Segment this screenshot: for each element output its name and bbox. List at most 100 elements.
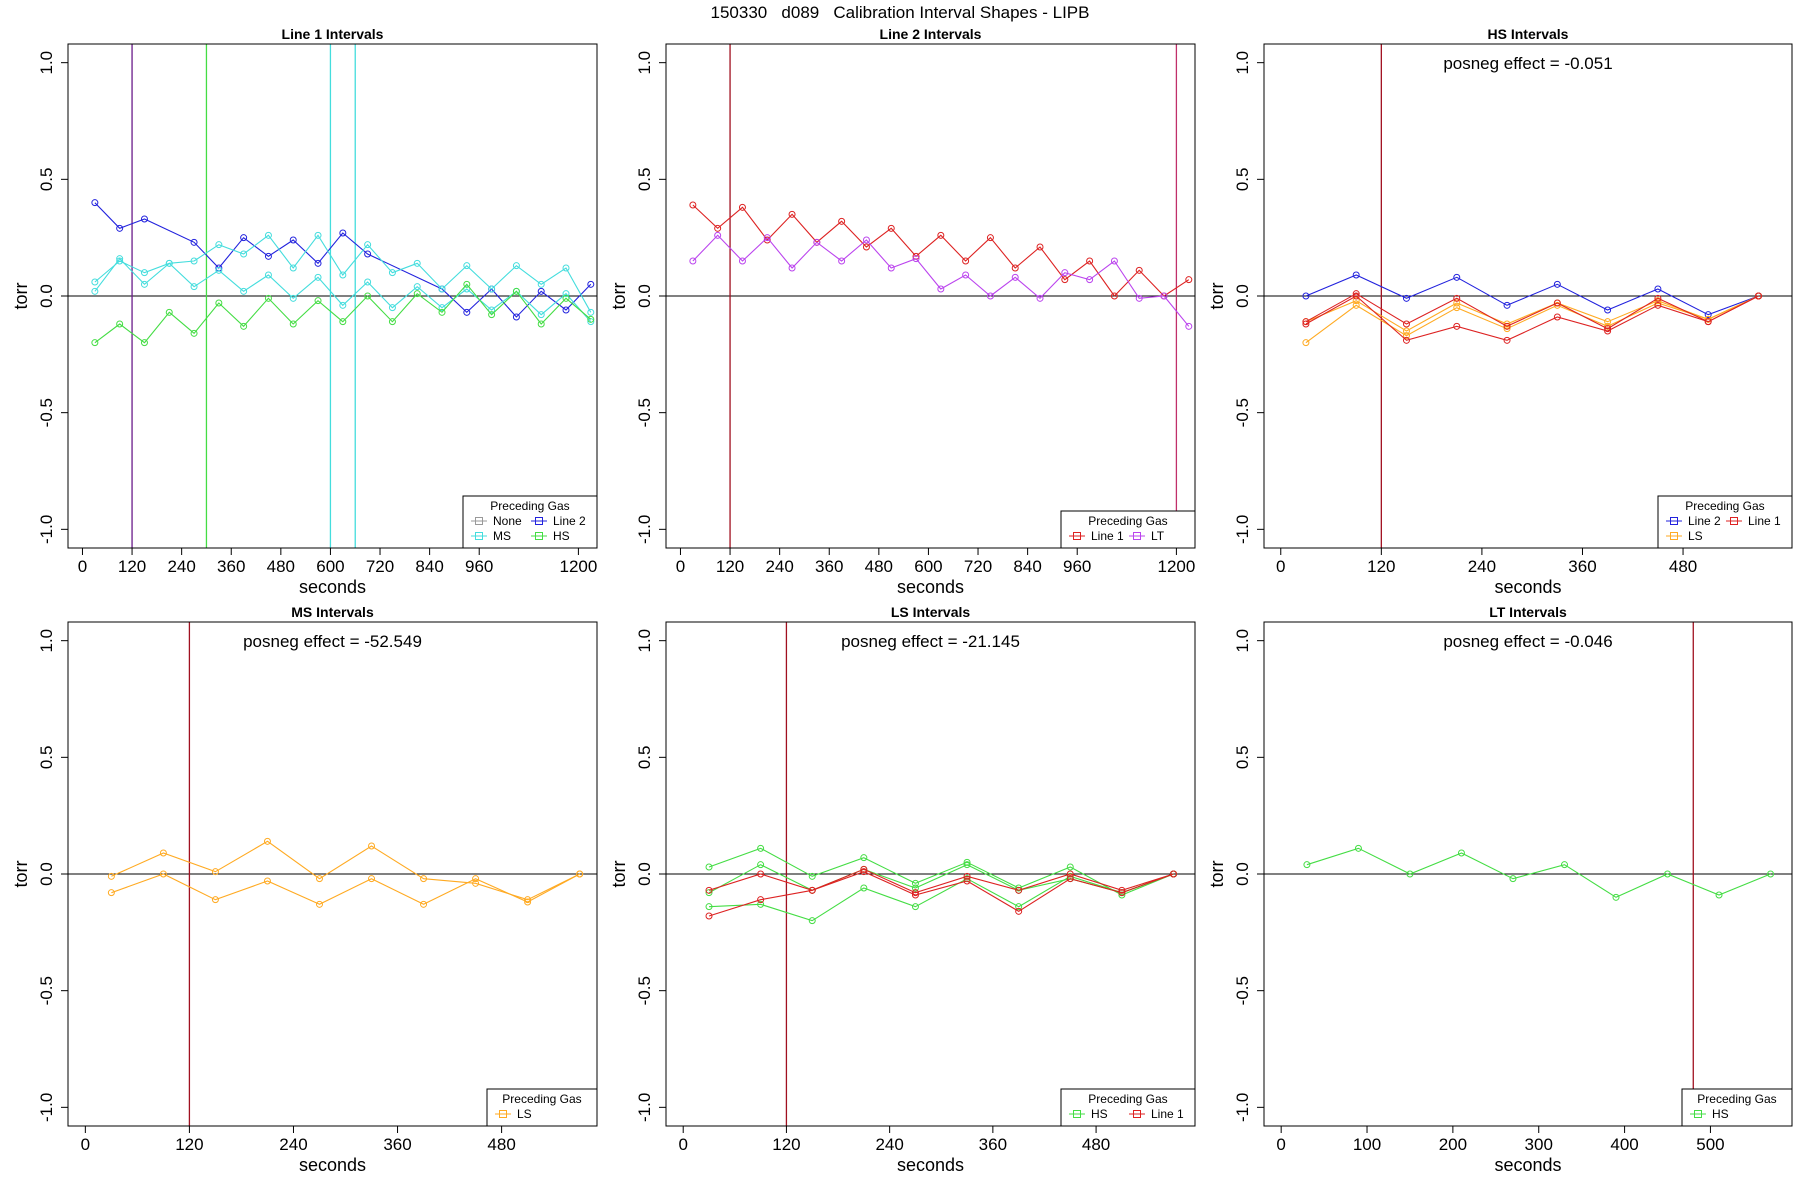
data-point	[1453, 273, 1461, 281]
data-point	[714, 231, 722, 239]
series-line-line-1	[692, 204, 1190, 297]
y-tick-label: -1.0	[1233, 1093, 1252, 1122]
data-point	[165, 308, 173, 316]
data-point	[314, 231, 322, 239]
data-point	[368, 842, 376, 850]
data-point	[1654, 285, 1662, 293]
data-point	[215, 241, 223, 249]
x-axis-label: seconds	[897, 1155, 964, 1175]
legend-swatch-marker	[1133, 532, 1141, 540]
data-point	[264, 231, 272, 239]
data-point	[1303, 861, 1311, 869]
data-point	[524, 896, 532, 904]
data-point	[562, 290, 570, 298]
posneg-annotation: posneg effect = -0.051	[1443, 54, 1612, 73]
x-tick-label: 480	[1669, 557, 1697, 576]
data-point	[562, 306, 570, 314]
data-point	[339, 301, 347, 309]
y-tick-label: -1.0	[37, 515, 56, 544]
data-point	[140, 215, 148, 223]
data-point	[757, 870, 765, 878]
y-axis-label: torr	[609, 860, 629, 887]
legend-box	[1681, 1088, 1793, 1127]
x-tick-label: 1200	[1157, 557, 1195, 576]
panel-title: HS Intervals	[1488, 26, 1569, 42]
data-point	[705, 889, 713, 897]
data-point	[91, 199, 99, 207]
data-point	[240, 322, 248, 330]
plot-area	[91, 199, 595, 347]
data-point	[140, 339, 148, 347]
x-tick-label: 480	[1082, 1135, 1110, 1154]
data-point	[413, 290, 421, 298]
data-point	[264, 294, 272, 302]
y-axis-label: torr	[1207, 282, 1227, 309]
data-point	[1352, 271, 1360, 279]
data-point	[159, 870, 167, 878]
data-point	[1015, 886, 1023, 894]
series-line-line-2	[1305, 274, 1759, 316]
y-axis-label: torr	[1207, 860, 1227, 887]
y-tick-label: -1.0	[37, 1093, 56, 1122]
data-point	[808, 917, 816, 925]
panel-title: LT Intervals	[1489, 604, 1567, 620]
data-point	[763, 234, 771, 242]
y-tick-label: 1.0	[1233, 629, 1252, 653]
data-point	[860, 865, 868, 873]
panels: Line 1 Intervals 0 120 240 360 480 600 720 840 96…	[11, 26, 1793, 1175]
x-tick-label: 120	[772, 1135, 800, 1154]
data-point	[1406, 870, 1414, 878]
y-tick-label: 1.0	[1233, 51, 1252, 75]
series-line-hs	[1306, 847, 1771, 898]
y-tick-label: 1.0	[37, 629, 56, 653]
data-point	[116, 320, 124, 328]
data-point	[1715, 891, 1723, 899]
panel-lt: LT Intervals 0 100 200 300 400 500 seconds -1.0 -…	[1207, 604, 1793, 1175]
data-point	[1015, 884, 1023, 892]
data-point	[1015, 907, 1023, 915]
legend-entry-label: MS	[493, 529, 511, 543]
data-point	[91, 287, 99, 295]
x-tick-label: 1200	[559, 557, 597, 576]
data-point	[714, 224, 722, 232]
data-point	[1302, 339, 1310, 347]
data-point	[1402, 327, 1410, 335]
data-point	[705, 863, 713, 871]
data-point	[963, 875, 971, 883]
data-point	[757, 844, 765, 852]
data-point	[314, 297, 322, 305]
data-point	[1704, 311, 1712, 319]
data-point	[1118, 891, 1126, 899]
posneg-annotation: posneg effect = -21.145	[841, 632, 1020, 651]
data-point	[315, 875, 323, 883]
x-tick-label: 240	[1468, 557, 1496, 576]
data-point	[1135, 266, 1143, 274]
data-point	[1086, 276, 1094, 284]
data-point	[912, 255, 920, 263]
data-point	[1352, 297, 1360, 305]
data-point	[911, 903, 919, 911]
x-tick-label: 960	[465, 557, 493, 576]
data-point	[1352, 290, 1360, 298]
x-tick-label: 720	[366, 557, 394, 576]
y-tick-label: 0.5	[1233, 168, 1252, 192]
data-point	[1066, 863, 1074, 871]
data-point	[1754, 292, 1762, 300]
legend-entry-label: HS	[1712, 1107, 1729, 1121]
data-point	[263, 837, 271, 845]
legend-entry-label: Line 1	[1748, 514, 1781, 528]
data-point	[1604, 327, 1612, 335]
data-point	[215, 266, 223, 274]
data-point	[963, 861, 971, 869]
series-line-hs	[94, 283, 592, 344]
data-point	[339, 318, 347, 326]
y-tick-label: -1.0	[635, 1093, 654, 1122]
legend-title: Preceding Gas	[1088, 1092, 1167, 1106]
data-point	[587, 308, 595, 316]
data-point	[1612, 893, 1620, 901]
data-point	[165, 259, 173, 267]
x-tick-label: 360	[1568, 557, 1596, 576]
legend-title: Preceding Gas	[1088, 514, 1167, 528]
data-point	[963, 872, 971, 880]
